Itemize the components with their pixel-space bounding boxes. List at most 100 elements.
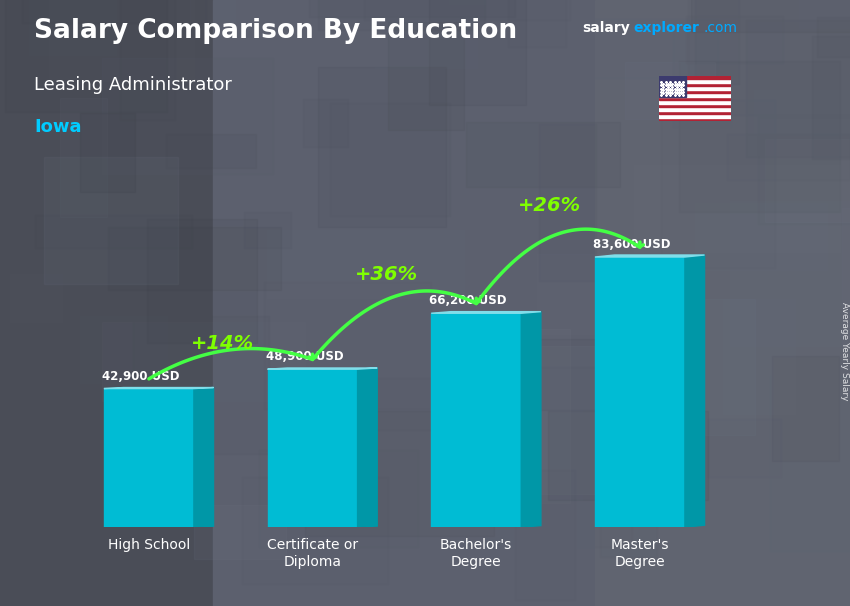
Bar xyxy=(304,411,494,536)
Bar xyxy=(429,0,526,105)
Polygon shape xyxy=(521,311,541,527)
Bar xyxy=(388,22,464,130)
Bar xyxy=(331,357,513,442)
Bar xyxy=(445,300,491,347)
Bar xyxy=(659,79,731,83)
Bar xyxy=(9,274,62,322)
Text: salary: salary xyxy=(582,21,630,35)
Bar xyxy=(595,257,685,527)
Bar xyxy=(190,0,235,22)
Text: Leasing Administrator: Leasing Administrator xyxy=(34,76,232,94)
Bar xyxy=(694,202,827,270)
Bar xyxy=(309,0,515,17)
Bar xyxy=(5,0,167,112)
Bar xyxy=(449,0,503,4)
Bar xyxy=(303,99,348,147)
Bar xyxy=(659,93,731,97)
Text: +14%: +14% xyxy=(191,334,254,353)
Bar xyxy=(195,505,286,559)
Bar xyxy=(376,20,478,68)
Bar xyxy=(49,0,194,81)
Bar xyxy=(600,377,657,557)
Bar xyxy=(659,114,731,118)
Bar xyxy=(330,103,450,216)
Bar xyxy=(166,134,256,168)
Bar xyxy=(812,36,850,159)
Polygon shape xyxy=(104,387,213,388)
Bar xyxy=(290,374,490,538)
Bar xyxy=(659,100,731,104)
Bar xyxy=(634,165,840,253)
Bar xyxy=(80,113,135,192)
Bar xyxy=(691,0,850,32)
Bar xyxy=(212,0,595,606)
Polygon shape xyxy=(194,387,213,527)
Bar xyxy=(673,22,731,127)
Bar xyxy=(659,86,731,90)
Bar xyxy=(244,212,292,248)
Bar xyxy=(659,97,731,100)
Bar xyxy=(133,316,269,454)
Bar xyxy=(439,339,616,410)
Bar xyxy=(120,0,175,120)
Text: +36%: +36% xyxy=(354,265,418,284)
Bar xyxy=(842,208,850,356)
Bar xyxy=(659,118,731,121)
Polygon shape xyxy=(268,368,377,369)
Bar xyxy=(102,322,304,401)
Bar xyxy=(319,0,485,30)
Bar xyxy=(35,215,192,248)
Bar xyxy=(723,299,795,414)
Bar xyxy=(465,346,672,494)
Bar xyxy=(538,19,717,78)
Bar xyxy=(659,107,731,111)
Bar xyxy=(525,408,582,545)
Bar xyxy=(364,0,570,20)
Bar xyxy=(765,139,850,222)
Bar xyxy=(625,62,715,119)
Bar xyxy=(727,135,850,179)
Bar xyxy=(267,230,464,298)
Bar xyxy=(678,61,841,212)
Bar xyxy=(758,117,850,224)
Bar xyxy=(660,100,775,268)
Bar xyxy=(539,124,597,281)
Bar xyxy=(259,450,417,547)
Bar xyxy=(21,0,207,22)
Bar xyxy=(367,378,513,430)
Bar xyxy=(817,16,850,58)
Bar xyxy=(44,157,178,284)
Bar xyxy=(688,0,850,115)
Bar xyxy=(508,0,566,47)
Bar xyxy=(102,58,274,174)
Text: 66,200 USD: 66,200 USD xyxy=(429,295,507,307)
Bar xyxy=(659,90,731,93)
Polygon shape xyxy=(595,255,705,257)
Bar xyxy=(264,282,431,409)
Text: 42,900 USD: 42,900 USD xyxy=(102,370,179,383)
Bar xyxy=(659,83,731,86)
Bar xyxy=(29,0,116,55)
Bar xyxy=(467,122,620,187)
Bar xyxy=(108,227,281,290)
Bar xyxy=(659,111,731,114)
Bar xyxy=(686,16,783,63)
Polygon shape xyxy=(431,311,541,313)
Bar xyxy=(799,0,850,28)
Bar xyxy=(729,201,850,346)
Bar xyxy=(431,313,521,527)
Text: Salary Comparison By Education: Salary Comparison By Education xyxy=(34,18,517,44)
Bar xyxy=(320,513,460,549)
Bar xyxy=(659,76,687,97)
Bar xyxy=(707,419,781,478)
Bar xyxy=(754,90,850,133)
Polygon shape xyxy=(358,368,377,527)
Text: 48,900 USD: 48,900 USD xyxy=(265,350,343,364)
Bar xyxy=(517,328,570,502)
Bar xyxy=(515,470,575,601)
Polygon shape xyxy=(685,255,705,527)
Bar xyxy=(242,477,388,584)
Bar xyxy=(745,21,850,157)
Bar xyxy=(80,316,167,383)
Bar xyxy=(548,411,708,501)
